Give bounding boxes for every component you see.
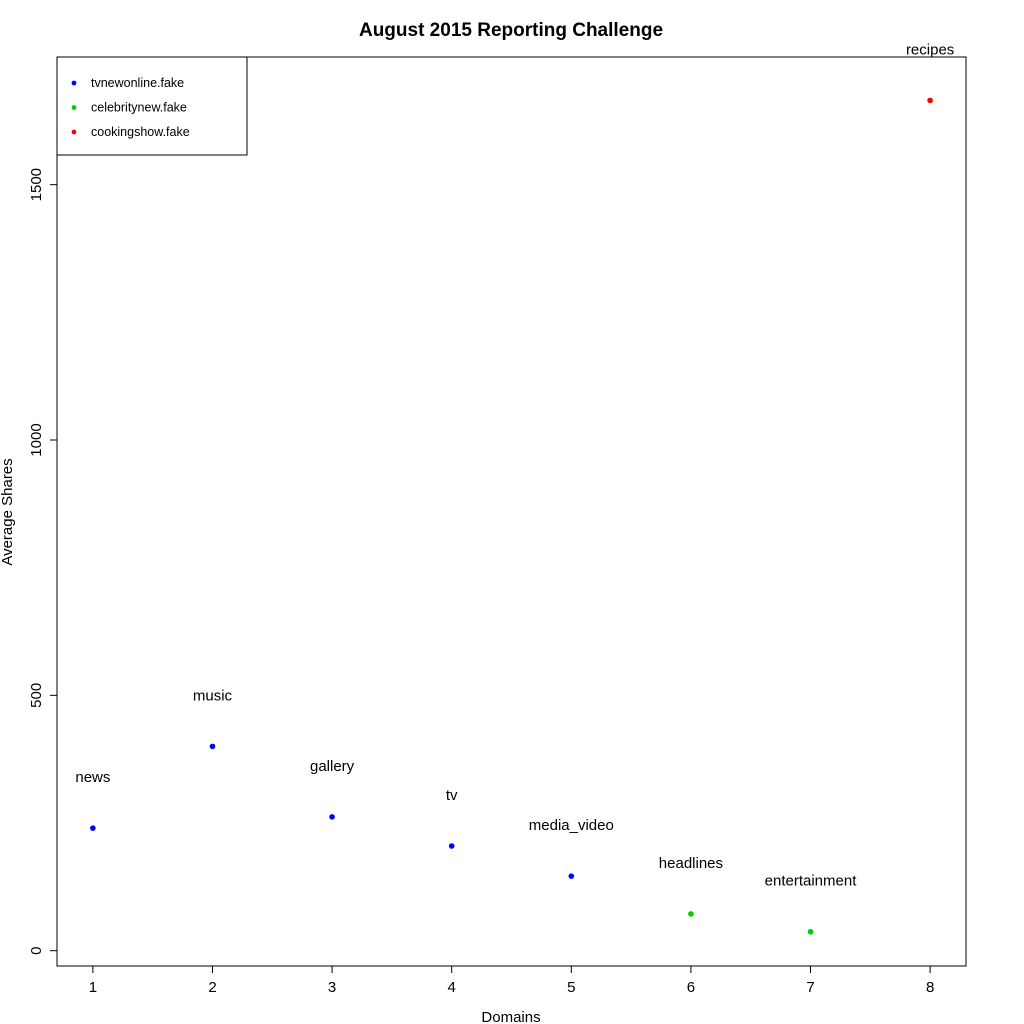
data-point-recipes [927,97,933,104]
data-point-gallery [329,814,335,820]
legend-marker [71,129,77,135]
y-tick-label: 0 [28,947,45,955]
point-label: news [75,769,110,786]
y-axis-label: Average Shares [0,458,16,565]
data-point-headlines [688,911,694,917]
x-tick-label: 3 [328,979,336,996]
point-label: tv [446,787,458,804]
x-tick-label: 5 [567,979,575,996]
y-axis: 0 500 1000 1500 [28,168,58,955]
data-point-entertainment [807,928,814,935]
data-point-tv [448,843,455,849]
point-label: media_video [529,817,614,834]
data-point-news [90,825,96,831]
x-tick-label: 4 [448,979,456,996]
plot-frame [56,56,967,967]
y-tick-label: 1500 [28,168,45,201]
legend-marker [71,105,77,110]
x-tick-label: 6 [687,979,695,996]
data-point-media-video [568,873,575,879]
point-label: music [193,687,233,704]
x-tick-label: 7 [806,979,814,996]
x-tick-label: 8 [926,979,934,996]
legend-marker [71,80,77,86]
point-label: gallery [310,758,355,775]
y-tick-label: 1000 [28,423,45,456]
chart-title: August 2015 Reporting Challenge [359,20,663,41]
point-label: entertainment [765,873,858,890]
point-label: headlines [659,855,723,872]
y-tick-label: 500 [28,683,45,708]
legend-label: tvnewonline.fake [91,76,184,90]
data-point-music [209,743,216,750]
data-points: news music gallery tv media_video headlines en… [75,41,954,935]
x-axis-label: Domains [481,1009,540,1024]
x-tick-label: 2 [208,979,216,996]
legend: tvnewonline.fake celebritynew.fake cooking… [56,56,248,156]
legend-box [56,56,248,156]
legend-label: celebritynew.fake [91,101,187,115]
point-label: recipes [906,41,954,58]
x-tick-label: 1 [89,979,97,996]
x-axis: 1 2 3 4 5 6 7 8 [89,965,934,996]
legend-label: cookingshow.fake [91,125,190,139]
